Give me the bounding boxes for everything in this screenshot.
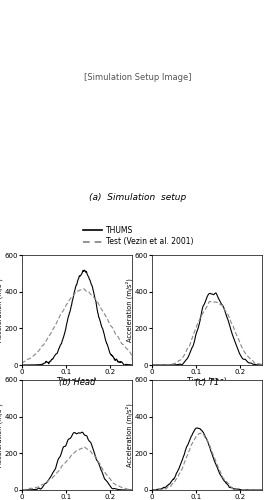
Text: (b) Head: (b) Head (59, 378, 95, 386)
Y-axis label: Acceleration (m/s²): Acceleration (m/s²) (125, 278, 133, 342)
X-axis label: Time (sec): Time (sec) (57, 376, 97, 386)
Legend: THUMS, Test (Vezin et al. 2001): THUMS, Test (Vezin et al. 2001) (83, 226, 193, 246)
X-axis label: Time (sec): Time (sec) (187, 376, 227, 386)
Text: (c) T1: (c) T1 (195, 378, 219, 386)
Text: [Simulation Setup Image]: [Simulation Setup Image] (84, 72, 192, 82)
Y-axis label: Acceleration (m/s²): Acceleration (m/s²) (0, 278, 3, 342)
Y-axis label: Acceleration (m/s²): Acceleration (m/s²) (0, 403, 3, 467)
Text: (a)  Simulation  setup: (a) Simulation setup (89, 194, 187, 202)
Y-axis label: Acceleration (m/s²): Acceleration (m/s²) (125, 403, 133, 467)
